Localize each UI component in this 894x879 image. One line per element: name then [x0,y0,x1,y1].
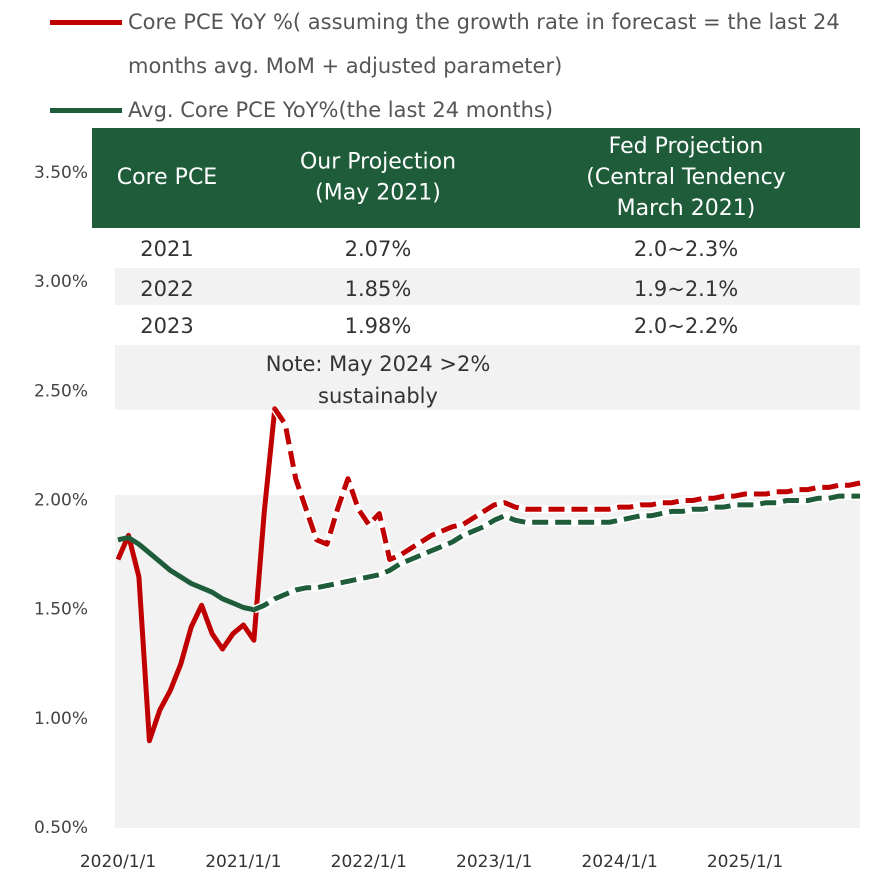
x-tick-label: 2022/1/1 [331,852,407,872]
y-tick-label: 2.50% [34,381,88,401]
table-cell: 1.85% [345,277,412,301]
legend-entry: Avg. Core PCE YoY%(the last 24 months) [0,88,894,132]
y-tick-label: 3.00% [34,272,88,292]
table-cell: 2.0~2.3% [634,237,738,261]
x-tick-label: 2020/1/1 [80,852,156,872]
forecast-dash [252,493,860,613]
table-row-bg [92,228,860,268]
x-tick-label: 2025/1/1 [707,852,783,872]
legend-entry: Core PCE YoY %( assuming the growth rate… [0,0,894,88]
y-tick-label: 1.50% [34,600,88,620]
x-tick-label: 2024/1/1 [581,852,657,872]
table-header: (May 2021) [315,181,441,206]
table-cell: 2.0~2.2% [634,314,738,338]
table-cell: 2021 [140,237,193,261]
note: Note: May 2024 >2% [266,352,491,376]
y-tick-label: 3.50% [34,163,88,183]
table-cell: 2.07% [345,237,412,261]
plot-background [115,173,860,828]
x-tick-label: 2021/1/1 [205,852,281,872]
y-tick-label: 1.00% [34,709,88,729]
table-header: Fed Projection [609,134,764,159]
legend-swatch [50,20,122,25]
table-cell: 1.9~2.1% [634,277,738,301]
blank-band [92,410,860,495]
table-header-bg [92,128,860,228]
y-tick-label: 2.00% [34,491,88,511]
x-tick-label: 2023/1/1 [456,852,532,872]
legend-label: Avg. Core PCE YoY%(the last 24 months) [128,98,554,122]
table-header: Our Projection [300,150,456,175]
table-row-bg [92,305,860,345]
table-header: (Central Tendency [586,165,785,190]
table-header: March 2021) [617,196,756,221]
legend-label: Core PCE YoY %( assuming the growth rate… [128,10,840,78]
table-cell: 2023 [140,314,193,338]
table-cell: 1.98% [345,314,412,338]
forecast-dash [272,407,861,562]
table-header: Core PCE [117,165,217,190]
legend: Core PCE YoY %( assuming the growth rate… [0,0,894,132]
note: sustainably [318,384,438,408]
table-cell: 2022 [140,277,193,301]
legend-swatch [50,108,122,113]
y-tick-label: 0.50% [34,818,88,838]
